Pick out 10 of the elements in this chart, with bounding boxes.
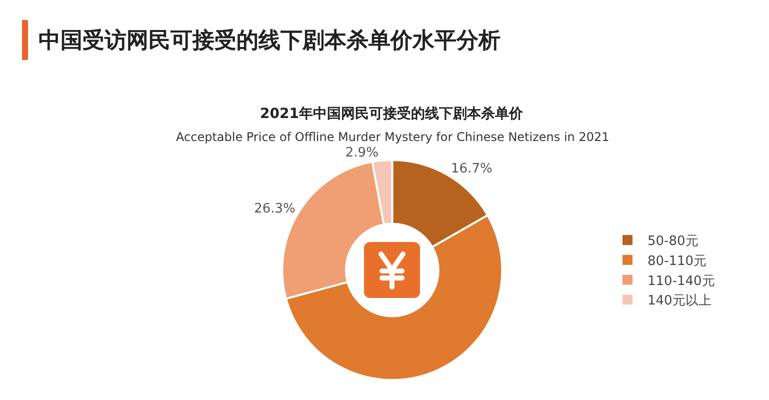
text: Acceptable Price of Offline Murder Mystery for Chinese Netizens in 2021 — [176, 130, 610, 144]
legend-label: 80-110元 — [648, 254, 707, 269]
data-label: 26.3% — [254, 202, 296, 217]
legend-label: 110-140元 — [648, 274, 715, 289]
chart-subtitle: 2021年中国网民可接受的线下剧本杀单价 — [260, 105, 524, 122]
legend-label: 50-80元 — [648, 234, 698, 250]
data-label: 16.7% — [451, 162, 492, 177]
legend-label: 140元以上 — [648, 294, 712, 309]
data-label: 2.9% — [345, 146, 378, 161]
chart-title: 中国受访网民可接受的线下剧本杀单价水平分析 — [38, 28, 500, 54]
